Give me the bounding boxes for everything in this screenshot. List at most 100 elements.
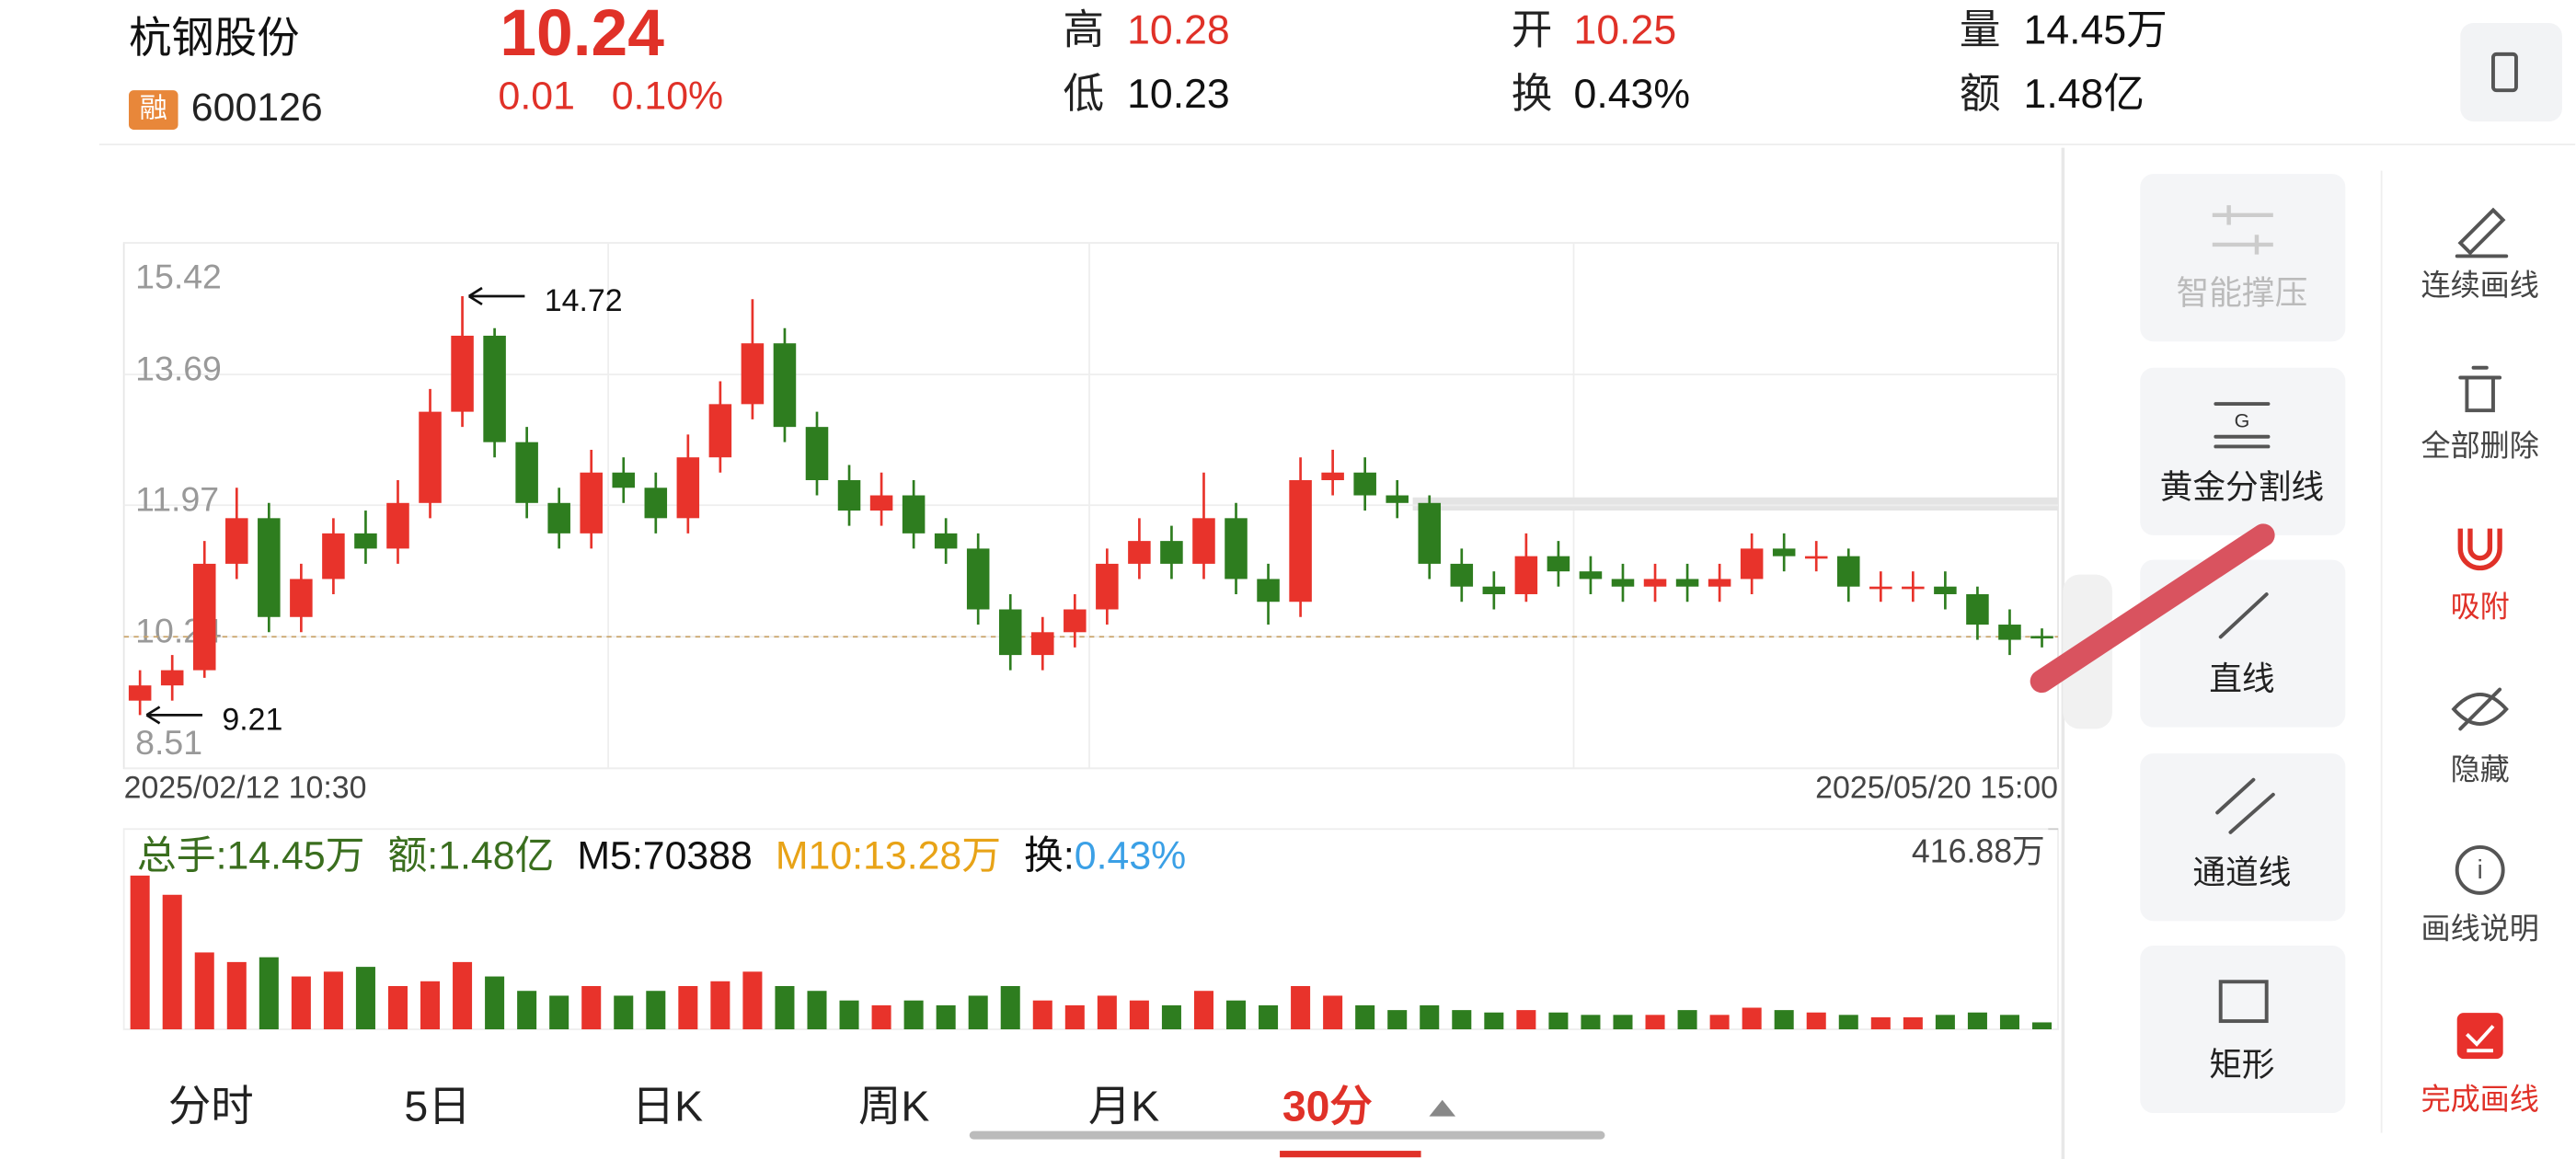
volume-bar [1323,995,1343,1030]
annotation-label: 14.72 [545,283,623,318]
volume-bar [968,995,988,1030]
candle-body [612,472,636,488]
action-icon [2455,207,2509,258]
candle-body [1064,609,1087,633]
volume-bar [420,981,441,1030]
volume-bar [1709,1015,1730,1030]
volume-bar [1032,1000,1052,1030]
candle-body [773,343,797,428]
candle-body [451,335,474,412]
candle-body [1450,563,1474,587]
candle-body [805,427,829,481]
action-icon [2466,1025,2495,1053]
label: 量 [1960,7,2001,52]
tool-card[interactable] [2140,945,2346,1114]
volume-bar [1064,1004,1085,1030]
x-label: 2025/05/20 15:00 [1815,770,2058,805]
tool-label: 直线 [2209,660,2274,697]
change-pct: 0.10% [612,74,723,118]
price: 10.24 [500,0,664,70]
volume-bar [453,961,473,1030]
change: 0.01 [499,74,575,118]
candle-body [1128,541,1151,564]
volume-bar [646,991,666,1030]
volume-bar [162,894,182,1030]
volume-bar [291,976,311,1030]
candle-body [676,457,700,519]
candle-body [1289,480,1312,602]
tab[interactable]: 月K [1088,1083,1159,1130]
volume-bar [1291,986,1311,1030]
actions: i 连续画线 全部删除 吸附 隐藏 画线说明 完成画线 [2421,207,2539,1116]
volume-bar [355,967,375,1030]
candle-body [547,502,570,534]
volume-tick-label: 416.88万 [1912,832,2045,869]
tab[interactable]: 分时 [168,1083,254,1130]
candle-body [1740,548,1764,580]
label: 额 [1960,72,2001,117]
volume-bar [1484,1012,1504,1030]
volume-bar [1387,1010,1408,1030]
candle-body [1998,625,2021,640]
tab-underline [1280,1151,1421,1158]
label: 高 [1063,7,1104,52]
volume-bar [1259,1004,1279,1030]
candle-body [1160,541,1183,564]
legend-item: 0.43% [1075,834,1186,878]
candle-body [741,343,765,405]
low: 10.23 [1127,72,1230,117]
candle-body [1675,579,1699,587]
tool-label: 通道线 [2192,855,2291,891]
candle-body [290,579,313,617]
tab[interactable]: 5日 [404,1083,470,1130]
candle-body [1869,586,1892,590]
tool-icon [2214,402,2271,449]
volume-bar [387,986,408,1030]
scrollbar [969,1130,1605,1140]
action-label[interactable]: 画线说明 [2421,912,2538,945]
legend-item: M5:70388 [577,834,753,878]
tab[interactable]: 周K [858,1083,929,1130]
candle-body [902,495,926,534]
action-label[interactable]: 全部删除 [2421,430,2538,463]
tool-icon [2218,980,2269,1024]
tool-icon: G [2235,409,2250,431]
candle-body [258,518,281,617]
volume-legend: 总手:14.45万 额:1.48亿 M5:70388 M10:13.28万 换:0.43… [137,834,1186,878]
annotation-label: 9.21 [222,702,282,737]
volume-bar [936,1004,956,1030]
volume-bar [1613,1015,1633,1030]
candle-body [354,533,377,549]
tag: 融 [140,93,167,124]
volume-bar [1000,986,1020,1030]
volume-bar [1935,1015,1955,1030]
label: 开 [1512,7,1553,52]
tool-card[interactable] [2140,174,2346,342]
tool-card[interactable] [2140,559,2346,728]
x-label: 2025/02/12 10:30 [124,770,367,805]
volume-bar [517,991,537,1030]
candle-body [1482,586,1506,594]
tab[interactable]: 日K [632,1083,703,1130]
candle-body [708,404,732,458]
candle-body [1643,579,1667,587]
volume-bar [903,1000,924,1030]
candle-body [1837,556,1860,587]
candle-body [1192,518,1215,564]
candle-body [837,480,861,511]
action-label[interactable]: 吸附 [2451,591,2510,624]
landscape-button[interactable] [2460,22,2562,122]
candle-body [386,502,409,549]
candle-body [1321,472,1344,481]
volume-bar [1161,1004,1181,1030]
volume-bar [1226,1000,1247,1030]
tab-active[interactable]: 30分 [1282,1083,1373,1130]
volume-bar [1870,1016,1891,1030]
action-label[interactable]: 完成画线 [2421,1083,2538,1116]
tool-card[interactable] [2140,367,2346,535]
turnover: 0.43% [1574,72,1691,117]
action-label[interactable]: 隐藏 [2451,752,2510,786]
action-label[interactable]: 连续画线 [2421,269,2538,302]
tool-card[interactable] [2140,753,2346,922]
label: 低 [1063,72,1104,117]
